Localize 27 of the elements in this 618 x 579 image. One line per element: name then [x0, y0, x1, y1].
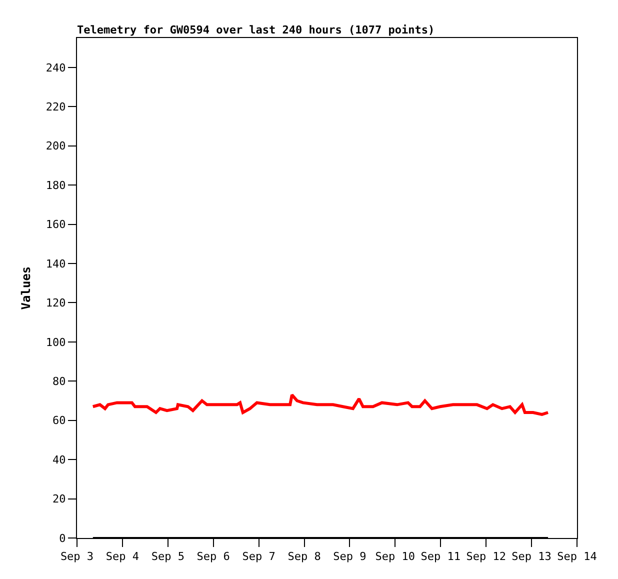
y-tick-label: 20	[52, 492, 66, 506]
y-tick-label: 80	[52, 374, 66, 388]
y-axis-title: Values	[19, 266, 34, 310]
y-tick-label: 40	[52, 453, 66, 466]
x-tick-label: Sep 11	[420, 550, 461, 564]
x-tick-label: Sep 6	[196, 550, 230, 564]
y-tick-label: 220	[46, 100, 66, 114]
x-tick-label: Sep 4	[106, 550, 140, 564]
x-tick-label: Sep 7	[242, 550, 276, 564]
y-tick-label: 200	[46, 140, 66, 153]
y-tick-label: 60	[52, 414, 66, 428]
y-tick-label: 180	[46, 178, 66, 192]
y-tick-label: 140	[46, 257, 66, 270]
y-tick-label: 160	[46, 218, 66, 232]
x-tick-label: Sep 12	[466, 550, 506, 564]
x-tick-label: Sep 3	[60, 550, 94, 564]
chart-title: Telemetry for GW0594 over last 240 hours (1077 points)	[77, 24, 435, 37]
y-tick-label: 240	[46, 61, 66, 74]
x-tick-label: Sep 14	[557, 550, 598, 564]
y-tick-label: 0	[59, 532, 66, 545]
y-tick-label: 120	[46, 296, 66, 310]
x-tick-label: Sep 5	[151, 550, 184, 564]
x-tick-label: Sep 9	[333, 550, 366, 564]
x-tick-label: Sep 8	[288, 550, 321, 564]
x-tick-label: Sep 10	[375, 550, 416, 564]
x-tick-label: Sep 13	[512, 550, 552, 564]
y-tick-label: 100	[46, 336, 66, 349]
